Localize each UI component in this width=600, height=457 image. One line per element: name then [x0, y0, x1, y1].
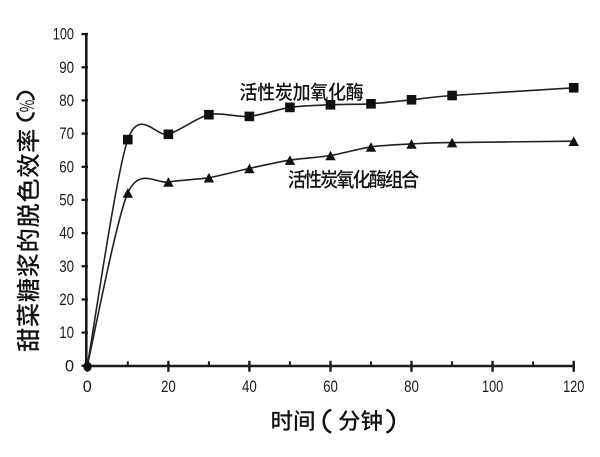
svg-text:100: 100 [53, 26, 74, 44]
svg-text:20: 20 [59, 291, 74, 309]
svg-text:50: 50 [59, 191, 74, 209]
svg-text:70: 70 [59, 125, 74, 143]
svg-text:60: 60 [323, 378, 338, 396]
svg-text:90: 90 [59, 59, 74, 77]
svg-text:0: 0 [83, 378, 92, 396]
svg-text:80: 80 [59, 92, 74, 110]
svg-text:10: 10 [59, 324, 74, 342]
svg-text:60: 60 [59, 158, 74, 176]
svg-text:30: 30 [59, 258, 74, 276]
svg-text:20: 20 [161, 378, 176, 396]
svg-text:100: 100 [482, 378, 503, 396]
svg-text:40: 40 [242, 378, 257, 396]
svg-text:0: 0 [65, 357, 74, 375]
svg-text:120: 120 [563, 378, 584, 396]
svg-text:40: 40 [59, 225, 74, 243]
svg-text:80: 80 [404, 378, 419, 396]
